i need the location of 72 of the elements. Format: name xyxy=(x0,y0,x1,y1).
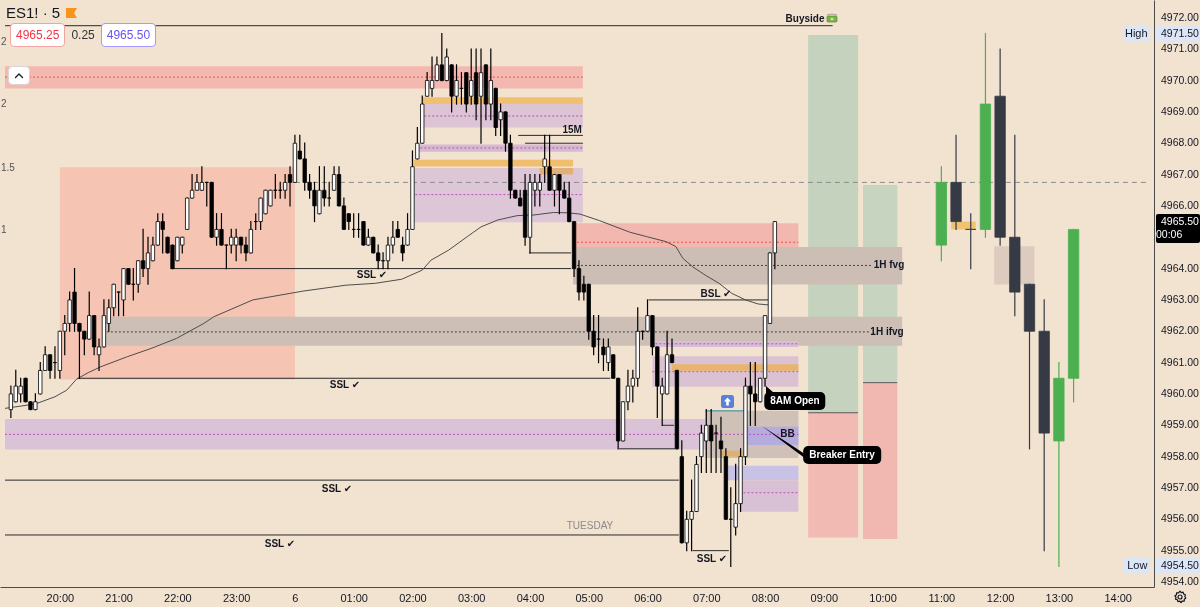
y-tick-label: 4970.00 xyxy=(1161,73,1200,86)
x-tick-label: 08:00 xyxy=(751,591,780,604)
candlestick xyxy=(385,236,391,270)
candlestick xyxy=(429,56,435,97)
x-tick-label: 13:00 xyxy=(1045,591,1074,604)
candlestick xyxy=(713,424,719,473)
annotation: 2 xyxy=(1,98,7,109)
x-tick-label: 09:00 xyxy=(810,591,839,604)
annotation: 1H ifvg xyxy=(870,326,904,337)
chart-title: ES1! · 5 xyxy=(6,4,61,21)
x-tick-label: 23:00 xyxy=(222,591,251,604)
x-tick-label: 03:00 xyxy=(457,591,486,604)
candlestick xyxy=(478,48,484,144)
annotation: BB xyxy=(780,428,795,440)
annotation: SSL ✔ xyxy=(321,483,353,494)
annotation: SSL ✔ xyxy=(356,269,388,280)
annotation: Buyside xyxy=(785,13,825,24)
x-tick-label: 22:00 xyxy=(164,591,192,604)
x-tick-label: 06:00 xyxy=(634,591,662,604)
x-tick-label: 11:00 xyxy=(928,591,956,604)
annotation: 15M xyxy=(562,124,582,136)
annotation: 1 xyxy=(1,224,7,235)
y-tick-label: 4960.00 xyxy=(1161,386,1200,399)
x-tick-label: 21:00 xyxy=(105,591,133,604)
x-tick-label: 12:00 xyxy=(986,591,1015,604)
annotation: 1.5 xyxy=(1,162,16,173)
y-tick-label: 4961.00 xyxy=(1161,355,1200,368)
x-tick-label: 01:00 xyxy=(340,591,368,604)
y-tick-label: 4964.00 xyxy=(1161,261,1200,274)
annotation: SSL ✔ xyxy=(264,538,296,549)
annotation: Breaker Entry xyxy=(803,445,881,464)
y-tick-label: 4957.00 xyxy=(1161,480,1200,493)
y-tick-label: 4959.00 xyxy=(1161,418,1200,431)
annotation: 1H fvg xyxy=(873,259,905,270)
annotation: 4965.25 xyxy=(10,23,66,47)
y-tick-label: 4954.50 xyxy=(1161,559,1200,572)
x-tick-label: 04:00 xyxy=(516,591,545,604)
annotation: TUESDAY xyxy=(566,520,614,531)
annotation: BSL ✔ xyxy=(700,288,732,299)
y-tick-label: 4972.00 xyxy=(1161,10,1200,23)
annotation: 2 xyxy=(1,36,7,47)
x-tick-label: 6 xyxy=(292,591,299,604)
y-tick-label: 4967.00 xyxy=(1161,167,1200,180)
annotation: 8AM Open xyxy=(764,392,826,410)
candlestick xyxy=(537,173,542,207)
candlestick xyxy=(145,236,151,285)
x-tick-label: 20:00 xyxy=(46,591,75,604)
y-tick-label: 4966.00 xyxy=(1161,198,1200,211)
y-tick-label: 4955.00 xyxy=(1161,543,1200,556)
x-tick-label: 14:00 xyxy=(1104,591,1132,604)
candlestick xyxy=(199,166,204,191)
annotation: 4965.50 xyxy=(100,23,157,47)
annotation: 0.25 xyxy=(71,28,95,42)
text: 00:06 xyxy=(1156,227,1183,240)
y-tick-label: 4971.50 xyxy=(1161,26,1200,39)
x-tick-label: 05:00 xyxy=(575,591,604,604)
y-tick-label: 4971.00 xyxy=(1161,42,1200,55)
y-tick-label: 4954.00 xyxy=(1161,574,1200,587)
y-tick-label: 4958.00 xyxy=(1161,449,1200,462)
y-tick-label: 4962.00 xyxy=(1161,324,1200,337)
candlestick xyxy=(8,385,14,419)
y-tick-label: 4965.50 xyxy=(1161,214,1200,227)
annotation: SSL ✔ xyxy=(329,379,361,390)
x-tick-label: 10:00 xyxy=(869,591,897,604)
candlestick xyxy=(47,354,53,379)
y-tick-label: 4963.00 xyxy=(1161,292,1200,305)
y-tick-label: 4968.00 xyxy=(1161,136,1200,149)
y-tick-label: 4969.00 xyxy=(1161,104,1200,117)
x-tick-label: 07:00 xyxy=(693,591,721,604)
annotation: SSL ✔ xyxy=(696,553,728,564)
y-tick-label: 4956.00 xyxy=(1161,512,1200,525)
x-tick-label: 02:00 xyxy=(399,591,427,604)
